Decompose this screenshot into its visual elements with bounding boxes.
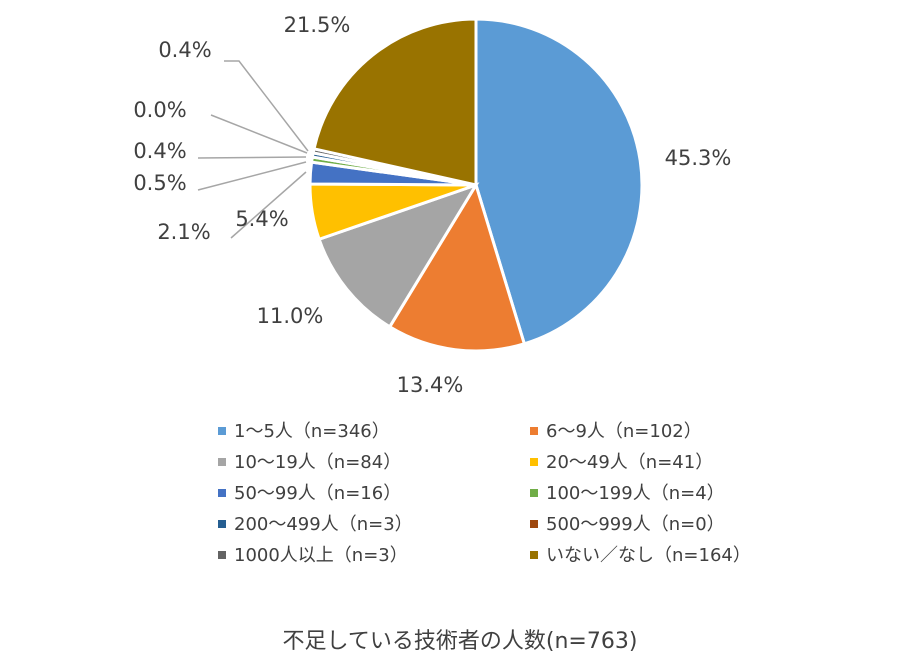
legend-label: 20～49人（n=41） [546,452,713,473]
pie-slice [387,181,527,353]
chart-caption: 不足している技術者の人数(n=763) [282,629,638,654]
legend-swatch [530,489,538,497]
legend-swatch [218,489,226,497]
legend-label: 500～999人（n=0） [546,514,725,535]
data-label: 0.0% [133,98,186,122]
legend-label: 100～199人（n=4） [546,483,725,504]
legend-swatch [530,458,538,466]
leader-lines [197,60,309,239]
legend-swatch [530,427,538,435]
legend-label: 10～19人（n=84） [234,452,401,473]
pie-slices [308,17,644,353]
data-label: 0.5% [133,171,186,195]
pie-chart: 45.3% 13.4% 11.0% 5.4% 2.1% 0.5% 0.4% 0.0% 0.4% 2… [133,13,751,566]
legend-swatch [530,551,538,559]
legend-label: 1000人以上（n=3） [234,545,408,566]
data-label: 5.4% [235,207,288,231]
leader-line [197,156,307,159]
legend-label: いない／なし（n=164） [546,545,751,566]
legend-label: 50～99人（n=16） [234,483,401,504]
legend-swatch [218,458,226,466]
legend-swatch [218,520,226,528]
legend: 1～5人（n=346） 6～9人（n=102） 10～19人（n=84） 20～49人… [218,421,751,566]
pie-slice [474,17,644,346]
legend-swatch [530,520,538,528]
pie-slice [317,182,480,329]
leader-line [230,171,307,239]
pie-slice [312,17,478,187]
legend-label: 6～9人（n=102） [546,421,702,442]
data-label: 21.5% [284,13,351,37]
legend-swatch [218,551,226,559]
legend-label: 200～499人（n=3） [234,514,413,535]
leader-line [224,60,309,152]
legend-label: 1～5人（n=346） [234,421,390,442]
data-label: 0.4% [158,38,211,62]
data-label: 2.1% [157,220,210,244]
data-label: 0.4% [133,139,186,163]
data-labels: 45.3% 13.4% 11.0% 5.4% 2.1% 0.5% 0.4% 0.0% 0.4% 2… [133,13,731,397]
legend-swatch [218,427,226,435]
data-label: 13.4% [397,373,464,397]
leader-line [210,114,308,154]
leader-line [197,161,307,191]
data-label: 45.3% [665,146,732,170]
data-label: 11.0% [257,304,324,328]
